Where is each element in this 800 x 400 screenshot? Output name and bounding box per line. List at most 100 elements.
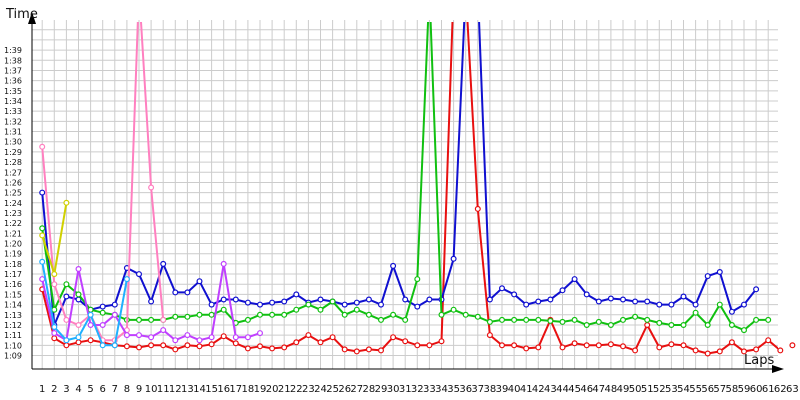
data-point bbox=[39, 225, 46, 232]
data-point bbox=[365, 346, 372, 353]
data-point bbox=[607, 322, 614, 329]
data-point bbox=[99, 309, 106, 316]
data-point bbox=[269, 299, 276, 306]
data-point bbox=[753, 346, 760, 353]
data-point bbox=[51, 335, 58, 342]
data-point bbox=[244, 316, 251, 323]
data-point bbox=[438, 338, 445, 345]
data-point bbox=[486, 332, 493, 339]
data-point bbox=[39, 189, 46, 196]
data-point bbox=[499, 342, 506, 349]
data-point bbox=[75, 334, 82, 341]
data-point bbox=[353, 306, 360, 313]
data-point bbox=[656, 301, 663, 308]
data-point bbox=[547, 317, 554, 324]
data-point bbox=[680, 293, 687, 300]
y-tick-label: 1:16 bbox=[4, 280, 22, 289]
data-point bbox=[148, 334, 155, 341]
data-point bbox=[571, 340, 578, 347]
data-point bbox=[172, 313, 179, 320]
axes bbox=[28, 12, 784, 373]
x-tick-label: 30 bbox=[387, 384, 400, 395]
x-tick-label: 5 bbox=[87, 384, 93, 395]
x-tick-label: 49 bbox=[617, 384, 630, 395]
data-point bbox=[704, 322, 711, 329]
data-point bbox=[547, 296, 554, 303]
data-point bbox=[160, 327, 167, 334]
data-point bbox=[257, 301, 264, 308]
data-point bbox=[390, 334, 397, 341]
x-tick-label: 61 bbox=[762, 384, 775, 395]
data-point bbox=[378, 347, 385, 354]
data-point bbox=[257, 330, 264, 337]
data-point bbox=[426, 296, 433, 303]
data-point bbox=[99, 322, 106, 329]
data-point bbox=[281, 311, 288, 318]
data-point bbox=[39, 143, 46, 150]
x-tick-label: 34 bbox=[435, 384, 448, 395]
x-tick-label: 23 bbox=[302, 384, 315, 395]
data-point bbox=[111, 311, 118, 318]
data-point bbox=[789, 342, 796, 349]
data-point bbox=[75, 291, 82, 298]
y-tick-label: 1:37 bbox=[4, 66, 22, 75]
data-point bbox=[632, 298, 639, 305]
data-point bbox=[426, 342, 433, 349]
data-point bbox=[728, 322, 735, 329]
data-point bbox=[450, 306, 457, 313]
data-point bbox=[559, 318, 566, 325]
data-point bbox=[75, 266, 82, 273]
y-tick-label: 1:18 bbox=[4, 260, 22, 269]
data-point bbox=[148, 316, 155, 323]
data-point bbox=[196, 343, 203, 350]
data-point bbox=[184, 332, 191, 339]
data-point bbox=[220, 333, 227, 340]
x-tick-label: 24 bbox=[314, 384, 327, 395]
data-point bbox=[619, 343, 626, 350]
data-point bbox=[184, 342, 191, 349]
y-tick-label: 1:38 bbox=[4, 56, 22, 65]
data-point bbox=[462, 311, 469, 318]
data-point bbox=[680, 342, 687, 349]
x-tick-label: 50 bbox=[629, 384, 642, 395]
data-point bbox=[740, 301, 747, 308]
data-point bbox=[595, 342, 602, 349]
data-point bbox=[51, 324, 58, 331]
data-point bbox=[728, 308, 735, 315]
y-tick-label: 1:25 bbox=[4, 189, 22, 198]
x-tick-label: 6 bbox=[100, 384, 106, 395]
y-tick-label: 1:09 bbox=[4, 352, 22, 361]
x-tick-labels: 1 2 3 4 5 6 7 8 9 10 11 12 13 14 15 16 17 18 19 20 21 22 23 24 2… bbox=[39, 384, 799, 395]
data-point bbox=[353, 299, 360, 306]
y-axis-title: Time bbox=[5, 7, 38, 22]
y-tick-label: 1:36 bbox=[4, 77, 22, 86]
data-point bbox=[87, 311, 94, 318]
x-tick-label: 11 bbox=[157, 384, 170, 395]
data-point bbox=[136, 344, 143, 351]
x-tick-label: 35 bbox=[447, 384, 460, 395]
series-6 bbox=[39, 260, 264, 344]
y-tick-label: 1:29 bbox=[4, 148, 22, 157]
data-point bbox=[184, 289, 191, 296]
data-point bbox=[329, 298, 336, 305]
y-axis-arrow-icon bbox=[28, 12, 36, 24]
x-tick-label: 17 bbox=[229, 384, 242, 395]
data-point bbox=[365, 296, 372, 303]
data-point bbox=[632, 313, 639, 320]
data-point bbox=[87, 306, 94, 313]
x-tick-label: 60 bbox=[750, 384, 763, 395]
y-tick-label: 1:28 bbox=[4, 158, 22, 167]
x-tick-label: 21 bbox=[278, 384, 291, 395]
x-tick-label: 25 bbox=[326, 384, 339, 395]
data-point bbox=[232, 340, 239, 347]
data-point bbox=[87, 337, 94, 344]
data-point bbox=[208, 301, 215, 308]
data-point bbox=[160, 316, 167, 323]
y-tick-label: 1:33 bbox=[4, 107, 22, 116]
data-point bbox=[39, 276, 46, 283]
data-point bbox=[619, 296, 626, 303]
x-tick-label: 45 bbox=[568, 384, 581, 395]
data-point bbox=[414, 342, 421, 349]
data-point bbox=[208, 334, 215, 341]
